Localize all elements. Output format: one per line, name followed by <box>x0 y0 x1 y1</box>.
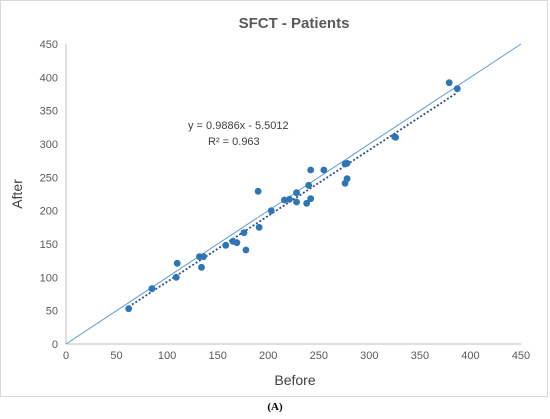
x-tick-label: 350 <box>411 350 429 362</box>
x-tick-label: 250 <box>310 350 328 362</box>
x-tick-label: 150 <box>208 350 226 362</box>
data-point <box>453 85 461 93</box>
x-tick-label: 450 <box>512 350 530 362</box>
data-point <box>293 198 300 206</box>
y-tick-label: 200 <box>40 206 58 218</box>
data-point <box>392 133 400 141</box>
y-tick-label: 100 <box>40 272 58 284</box>
data-point <box>200 253 207 261</box>
data-point <box>255 223 263 231</box>
y-tick-label: 250 <box>40 172 58 184</box>
chart-title: SFCT - Patients <box>239 15 350 32</box>
y-tick-label: 50 <box>46 306 58 318</box>
data-point <box>343 175 351 183</box>
x-tick-label: 200 <box>259 350 277 362</box>
data-point <box>343 159 351 167</box>
data-point <box>148 285 156 293</box>
x-tick-label: 400 <box>461 350 479 362</box>
data-point <box>222 241 230 249</box>
data-point <box>286 195 293 203</box>
data-point <box>172 273 180 281</box>
y-tick-label: 150 <box>40 239 58 251</box>
data-point <box>305 181 313 189</box>
scatter-chart: SFCT - Patients Before After y = 0.9886x… <box>9 15 531 388</box>
r-squared-label: R² = 0.963 <box>208 136 260 148</box>
plot-area: 0 50 100 150 200 250 300 350 400 450 0 50 100 150 200 2… <box>40 39 531 362</box>
data-point <box>267 207 275 215</box>
data-point <box>125 305 133 313</box>
y-tick-label: 350 <box>40 106 58 118</box>
data-point <box>233 239 241 247</box>
x-tick-label: 0 <box>63 350 69 362</box>
data-point <box>198 263 205 271</box>
data-point <box>303 199 311 207</box>
data-point <box>281 196 288 204</box>
x-tick-label: 100 <box>158 350 176 362</box>
y-axis-title: After <box>9 179 25 209</box>
y-tick-label: 450 <box>40 39 58 51</box>
y-tick-label: 0 <box>52 339 58 351</box>
data-point <box>173 259 181 267</box>
data-point <box>307 195 315 203</box>
y-tick-label: 400 <box>40 72 58 84</box>
data-point <box>307 166 315 174</box>
x-tick-label: 50 <box>110 350 122 362</box>
figure-caption: (A) <box>267 401 283 413</box>
data-point <box>293 189 300 197</box>
x-axis-title: Before <box>274 372 315 388</box>
data-point <box>445 79 453 87</box>
y-tick-label: 300 <box>40 139 58 151</box>
chart-frame <box>0 0 548 397</box>
data-point <box>240 229 248 237</box>
trendline <box>128 91 458 308</box>
data-point <box>320 166 328 174</box>
data-point <box>242 246 250 254</box>
data-point <box>254 187 262 195</box>
x-tick-label: 300 <box>360 350 378 362</box>
trendline-equation: y = 0.9886x - 5.5012 <box>188 120 289 132</box>
